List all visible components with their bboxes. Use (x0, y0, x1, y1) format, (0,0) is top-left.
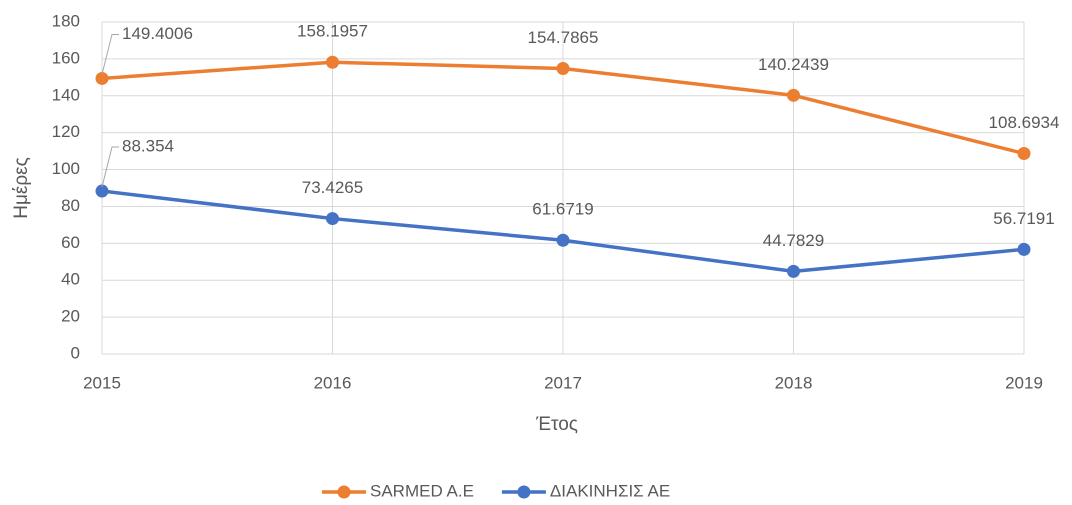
x-tick-label: 2018 (775, 373, 813, 392)
y-tick-label: 40 (61, 270, 80, 289)
data-point (326, 212, 339, 226)
x-axis-label: Έτος (535, 414, 578, 435)
data-point (326, 55, 339, 69)
data-point (95, 184, 109, 198)
leader-line (101, 146, 119, 188)
y-axis-label: Ημέρες (11, 157, 32, 219)
y-tick-label: 180 (52, 11, 80, 30)
legend-label: ΔΙΑΚΙΝΗΣΙΣ ΑΕ (550, 481, 670, 500)
data-label: 154.7865 (528, 28, 599, 47)
data-point (1017, 147, 1031, 161)
data-label: 88.354 (122, 137, 174, 156)
leader-line (101, 33, 119, 75)
y-tick-label: 20 (61, 307, 80, 326)
y-tick-label: 140 (52, 85, 80, 104)
x-tick-label: 2015 (83, 373, 121, 392)
legend-label: SARMED A.E (370, 481, 474, 500)
data-label: 73.4265 (302, 178, 363, 197)
y-tick-label: 0 (71, 343, 80, 362)
legend-swatch (517, 485, 531, 499)
data-point (787, 264, 800, 278)
data-label: 61.6719 (532, 200, 593, 219)
data-label: 56.7191 (993, 209, 1054, 228)
y-tick-label: 80 (61, 196, 80, 215)
data-point (95, 71, 109, 85)
data-label: 44.7829 (763, 231, 824, 250)
data-label: 140.2439 (758, 55, 829, 74)
data-point (1017, 242, 1031, 256)
x-tick-label: 2017 (544, 373, 582, 392)
x-tick-label: 2019 (1005, 373, 1043, 392)
data-label: 108.6934 (989, 113, 1060, 132)
data-point (556, 233, 570, 247)
data-label: 149.4006 (122, 24, 193, 43)
data-point (556, 62, 570, 76)
data-point (787, 88, 800, 102)
y-tick-label: 100 (52, 159, 80, 178)
data-label: 158.1957 (297, 22, 368, 41)
legend-swatch (337, 485, 351, 499)
y-tick-label: 60 (61, 233, 80, 252)
y-tick-label: 120 (52, 122, 80, 141)
x-tick-label: 2016 (314, 373, 352, 392)
y-tick-label: 160 (52, 48, 80, 67)
